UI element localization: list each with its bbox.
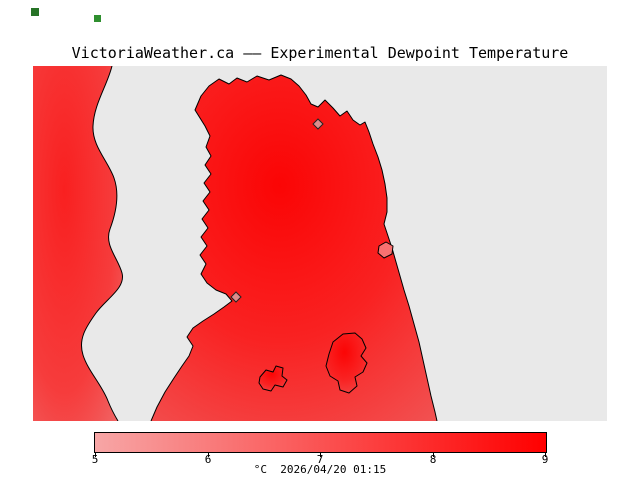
left-landmass [33,66,123,421]
colorbar-tick-label: 7 [316,453,324,466]
dewpoint-map-image [33,65,607,422]
green-mark-icon [94,15,101,22]
colorbar-tick [95,452,96,457]
left-coastline [81,65,123,422]
main-landmass [151,75,437,421]
island-outline-small [258,365,288,392]
colorbar-tick-label: 8 [429,453,437,466]
colorbar-tick [208,452,209,457]
colorbar-tick [545,452,546,457]
colorbar [94,432,547,453]
colorbar-tick [320,452,321,457]
page-title: VictoriaWeather.ca —— Experimental Dewpo… [71,44,569,62]
station-marker-icon [312,118,324,130]
green-mark-icon [31,8,39,16]
colorbar-tick-label: 5 [91,453,99,466]
small-islet [377,241,394,259]
island-outline-large [325,332,368,394]
station-marker-icon [230,291,242,303]
map-area [33,65,607,422]
colorbar-caption: °C 2026/04/20 01:15 [253,463,387,476]
colorbar-tick-label: 9 [541,453,549,466]
colorbar-tick-label: 6 [204,453,212,466]
colorbar-tick [433,452,434,457]
main-coastline [150,74,438,422]
